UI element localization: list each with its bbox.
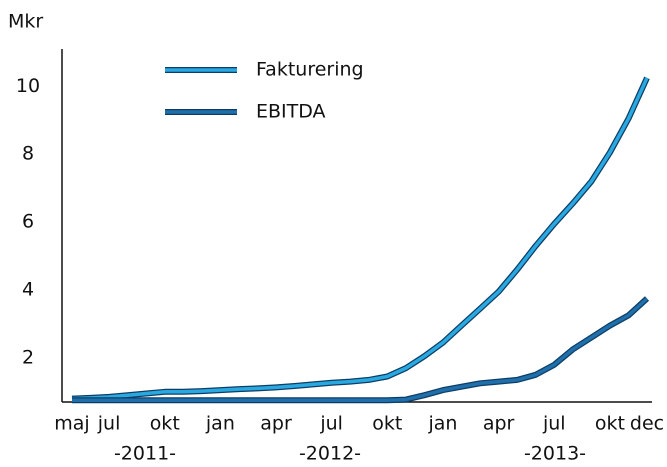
y-axis-label: Mkr (8, 11, 43, 33)
y-tick-label: 10 (16, 75, 40, 97)
series-line-outline (71, 76, 650, 402)
x-tick-label: jul (97, 413, 121, 435)
x-tick-label: jan (427, 413, 457, 435)
x-tick-label: jul (319, 413, 343, 435)
legend-label: EBITDA (256, 101, 326, 123)
x-tick-label: jul (542, 413, 566, 435)
y-tick-label: 4 (22, 278, 34, 300)
x-tick-label: apr (483, 413, 515, 435)
series-line (71, 77, 649, 401)
year-label: -2011- (114, 443, 176, 465)
y-tick-label: 6 (22, 211, 34, 233)
year-label: -2012- (299, 443, 361, 465)
series-line-outline (72, 296, 650, 404)
x-tick-label: okt (595, 413, 625, 435)
series-line (72, 297, 649, 403)
legend-label: Fakturering (256, 59, 364, 81)
x-tick-label: okt (150, 413, 180, 435)
y-tick-label: 8 (22, 143, 34, 165)
x-tick-label: apr (260, 413, 292, 435)
x-tick-label: jan (205, 413, 235, 435)
y-tick-label: 2 (22, 346, 34, 368)
x-tick-label: okt (372, 413, 402, 435)
year-label: -2013- (524, 443, 586, 465)
x-tick-label: dec (630, 413, 664, 435)
x-tick-label: maj (54, 413, 89, 435)
